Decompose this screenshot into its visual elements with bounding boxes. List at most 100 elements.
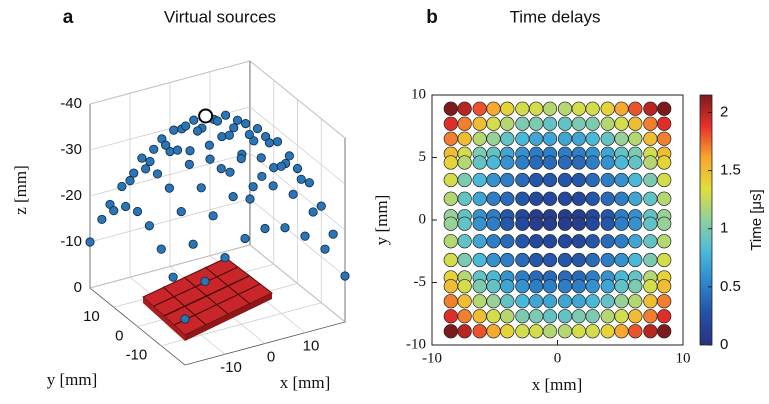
y-tick-label: 10 — [83, 308, 100, 325]
element-delay — [614, 172, 629, 188]
element-delay — [557, 309, 573, 324]
virtual-source — [260, 223, 270, 234]
z-tick-label: -10 — [60, 233, 82, 250]
element-delay — [600, 234, 615, 249]
panel-label: a — [63, 7, 74, 28]
element-delay — [628, 155, 643, 170]
element-delay — [600, 191, 615, 206]
virtual-source — [296, 174, 306, 184]
element-delay — [515, 155, 530, 170]
element-delay — [643, 324, 658, 339]
element-delay — [443, 155, 458, 170]
virtual-source — [117, 181, 127, 192]
virtual-source — [232, 115, 243, 125]
element-delay — [614, 309, 629, 324]
colorbar-label: Time [μs] — [748, 189, 765, 250]
element-delay — [643, 131, 658, 146]
element-delay — [643, 216, 658, 231]
element-delay — [529, 294, 544, 309]
colorbar-tick-label: 0.5 — [720, 278, 741, 295]
virtual-source — [224, 130, 234, 140]
element-delay — [585, 252, 600, 268]
element-delay — [472, 279, 487, 294]
x-tick-label: -10 — [422, 350, 442, 366]
element-delay — [443, 279, 458, 294]
element-delay — [600, 155, 615, 170]
virtual-source — [196, 183, 206, 193]
element-delay — [472, 101, 487, 116]
virtual-source — [340, 271, 350, 281]
selected-source — [198, 108, 214, 124]
element-delay — [585, 155, 600, 170]
element-delay — [643, 101, 658, 116]
element-delay — [628, 279, 643, 294]
element-delay — [557, 172, 573, 188]
x-tick-label: 0 — [554, 350, 562, 366]
element-delay — [600, 279, 615, 294]
element-delay — [529, 155, 544, 170]
element-delay — [628, 216, 643, 231]
element-delay — [486, 252, 501, 268]
virtual-source — [292, 163, 303, 174]
element-delay — [486, 155, 501, 170]
element-delay — [571, 131, 586, 146]
virtual-source — [169, 125, 179, 135]
colorbar-tick-label: 1.5 — [720, 162, 741, 179]
element-delay — [657, 216, 672, 231]
element-delay — [657, 252, 672, 268]
element-delay — [571, 191, 586, 206]
element-delay — [529, 234, 544, 249]
virtual-source — [320, 244, 330, 254]
element-delay — [557, 131, 573, 146]
element-delay — [643, 116, 658, 131]
virtual-source — [181, 121, 191, 131]
colorbar-tick-label: 0 — [720, 336, 728, 353]
element-delay — [628, 116, 643, 131]
element-delay — [657, 294, 672, 309]
element-delay — [500, 116, 515, 131]
element-delay — [571, 309, 586, 324]
element-delay — [643, 155, 658, 170]
element-delay — [542, 191, 558, 206]
element-delay — [515, 131, 530, 146]
chart-title: Virtual sources — [164, 7, 276, 26]
element-delay — [472, 324, 487, 339]
virtual-source — [328, 229, 338, 239]
element-delay — [585, 294, 600, 309]
element-delay — [600, 131, 615, 146]
virtual-source — [244, 129, 254, 140]
virtual-source — [205, 154, 215, 164]
element-delay — [557, 279, 573, 294]
element-delay — [643, 252, 658, 268]
element-delay — [571, 294, 586, 309]
element-delay — [585, 101, 600, 116]
element-delay — [585, 279, 600, 294]
element-delay — [472, 116, 487, 131]
virtual-source — [248, 182, 258, 192]
element-delay — [600, 324, 615, 339]
virtual-source — [144, 221, 154, 231]
element-delay — [614, 234, 629, 249]
virtual-source — [125, 176, 135, 186]
element-delay — [457, 294, 472, 309]
virtual-source — [189, 115, 199, 125]
element-delay — [614, 101, 629, 116]
virtual-source — [161, 140, 171, 150]
element-delay — [500, 172, 515, 188]
element-delay — [457, 252, 472, 268]
element-delay — [515, 216, 530, 231]
virtual-source — [132, 206, 143, 217]
element-delay — [600, 294, 615, 309]
element-delay — [643, 309, 658, 324]
element-delay — [515, 191, 530, 206]
virtual-source — [85, 237, 95, 247]
element-delay — [529, 101, 544, 116]
virtual-source — [192, 126, 203, 136]
element-delay — [643, 172, 658, 188]
element-delay — [571, 279, 586, 294]
z-tick-label: 0 — [74, 279, 82, 296]
element-delay — [486, 131, 501, 146]
z-tick-label: -30 — [60, 141, 82, 158]
element-delay — [614, 216, 629, 231]
